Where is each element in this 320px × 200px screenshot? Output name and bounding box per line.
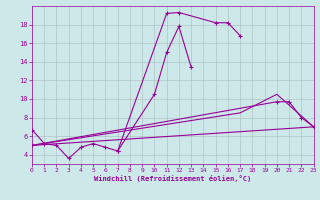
X-axis label: Windchill (Refroidissement éolien,°C): Windchill (Refroidissement éolien,°C) <box>94 175 252 182</box>
